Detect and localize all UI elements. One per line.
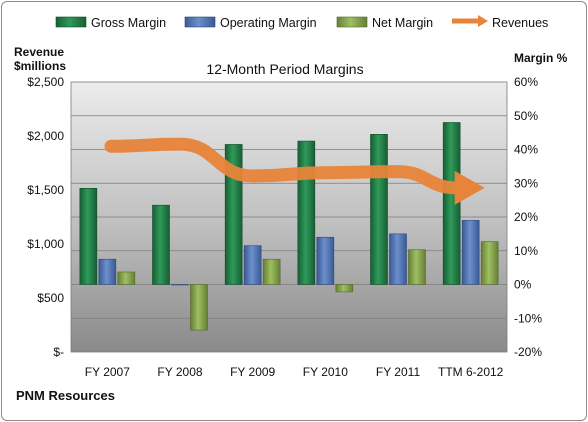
legend-item-operating: Operating Margin: [184, 16, 317, 30]
category-label: TTM 6-2012: [438, 365, 504, 379]
chart-title: 12-Month Period Margins: [206, 61, 363, 77]
legend-label-gross: Gross Margin: [91, 16, 166, 30]
revenue-arrow-head: [454, 170, 485, 205]
left-tick-label: $1,500: [27, 183, 64, 197]
bar-gross-margin: [297, 140, 316, 285]
legend-arrow-head: [478, 15, 488, 27]
category-label: FY 2010: [303, 365, 348, 379]
right-tick-label: 30%: [514, 176, 538, 190]
legend-swatch-operating: [184, 16, 216, 28]
legend-item-net: Net Margin: [336, 16, 433, 30]
left-tick-label: $500: [37, 291, 64, 305]
category-label: FY 2007: [85, 365, 130, 379]
right-tick-label: 40%: [514, 143, 538, 157]
category-label: FY 2008: [157, 365, 202, 379]
bar-gross-margin: [152, 204, 170, 285]
left-tick-label: $1,000: [27, 237, 64, 251]
left-axis-title-line2: $millions: [14, 59, 66, 73]
legend-label-revenues: Revenues: [492, 16, 548, 30]
company-name: PNM Resources: [16, 388, 115, 403]
legend-label-net: Net Margin: [372, 16, 433, 30]
legend-item-gross: Gross Margin: [55, 16, 166, 30]
bar-operating-margin: [461, 220, 480, 285]
bar-gross-margin: [442, 122, 461, 285]
right-axis-ticks: -20% -10% 0% 10% 20% 30% 40% 50% 60%: [514, 75, 542, 359]
right-tick-label: -10%: [514, 311, 542, 325]
right-tick-label: 50%: [514, 109, 538, 123]
bar-operating-margin: [171, 284, 189, 286]
legend-swatch-gross: [55, 16, 87, 28]
revenue-arrow-layer: [104, 137, 485, 205]
right-tick-label: 10%: [514, 244, 538, 258]
left-tick-label: $2,000: [27, 129, 64, 143]
right-tick-label: 20%: [514, 210, 538, 224]
legend-label-operating: Operating Margin: [220, 16, 317, 30]
legend-swatch-net: [336, 16, 368, 28]
legend: Gross Margin Operating Margin Net Margin…: [55, 15, 548, 30]
left-tick-label: $2,500: [27, 75, 64, 89]
bar-gross-margin: [370, 134, 388, 285]
category-labels: FY 2007 FY 2008 FY 2009 FY 2010 FY 2011 TTM 6…: [85, 365, 504, 379]
bar-net-margin: [408, 249, 426, 285]
bar-operating-margin: [389, 233, 407, 285]
bar-net-margin: [117, 271, 136, 285]
category-label: FY 2011: [376, 365, 421, 379]
bar-operating-margin: [243, 245, 262, 285]
left-tick-label: $-: [53, 345, 64, 359]
bar-net-margin: [335, 284, 354, 293]
legend-item-revenues: Revenues: [452, 15, 548, 30]
bar-gross-margin: [79, 188, 98, 285]
left-axis-ticks: $- $500 $1,000 $1,500 $2,000 $2,500: [27, 75, 64, 359]
left-axis-title-line1: Revenue: [14, 45, 64, 59]
category-label: FY 2009: [230, 365, 275, 379]
bar-net-margin: [262, 258, 281, 285]
bar-operating-margin: [98, 258, 117, 285]
right-tick-label: 60%: [514, 75, 538, 89]
bar-net-margin: [190, 284, 208, 331]
bar-net-margin: [480, 241, 499, 285]
right-tick-label: 0%: [514, 278, 532, 292]
right-axis-title: Margin %: [514, 51, 568, 65]
revenue-arrow-line: [104, 137, 464, 195]
bar-operating-margin: [316, 236, 335, 285]
right-tick-label: -20%: [514, 345, 542, 359]
